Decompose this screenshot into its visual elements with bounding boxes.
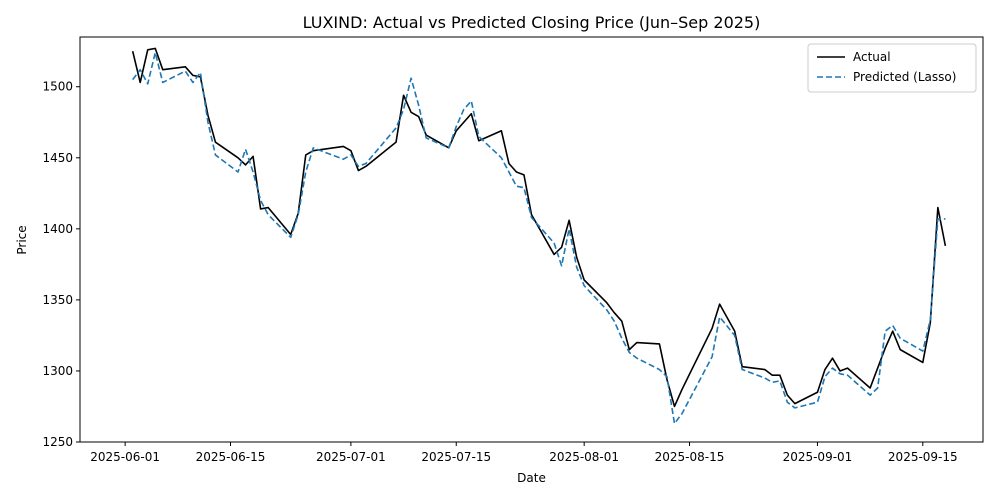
- y-tick-label: 1500: [42, 80, 73, 94]
- legend: Actual Predicted (Lasso): [807, 43, 977, 93]
- legend-box: [807, 43, 977, 93]
- series-line-actual: [131, 47, 947, 408]
- y-tick-label: 1450: [42, 151, 73, 165]
- x-tick-label: 2025-08-01: [549, 450, 619, 464]
- x-tick-label: 2025-08-15: [655, 450, 725, 464]
- chart-title: LUXIND: Actual vs Predicted Closing Pric…: [303, 13, 761, 32]
- y-axis: 1250 1300 1350 1400 1450 1500: [42, 80, 80, 449]
- y-tick-label: 1300: [42, 364, 73, 378]
- x-tick-label: 2025-07-01: [316, 450, 386, 464]
- x-tick-label: 2025-09-15: [888, 450, 958, 464]
- y-tick-label: 1250: [42, 435, 73, 449]
- x-tick-label: 2025-07-15: [421, 450, 491, 464]
- series-line-predicted: [132, 51, 946, 425]
- y-axis-label: Price: [15, 225, 29, 254]
- legend-label-actual: Actual: [853, 50, 891, 64]
- x-axis-label: Date: [517, 471, 546, 485]
- legend-label-predicted: Predicted (Lasso): [853, 70, 956, 84]
- x-tick-label: 2025-09-01: [783, 450, 853, 464]
- plot-frame: [79, 36, 984, 443]
- x-tick-label: 2025-06-01: [90, 450, 160, 464]
- x-axis: 2025-06-01 2025-06-15 2025-07-01 2025-07-15…: [90, 442, 958, 464]
- series-layer: [131, 47, 947, 425]
- y-tick-label: 1350: [42, 293, 73, 307]
- x-tick-label: 2025-06-15: [196, 450, 266, 464]
- y-tick-label: 1400: [42, 222, 73, 236]
